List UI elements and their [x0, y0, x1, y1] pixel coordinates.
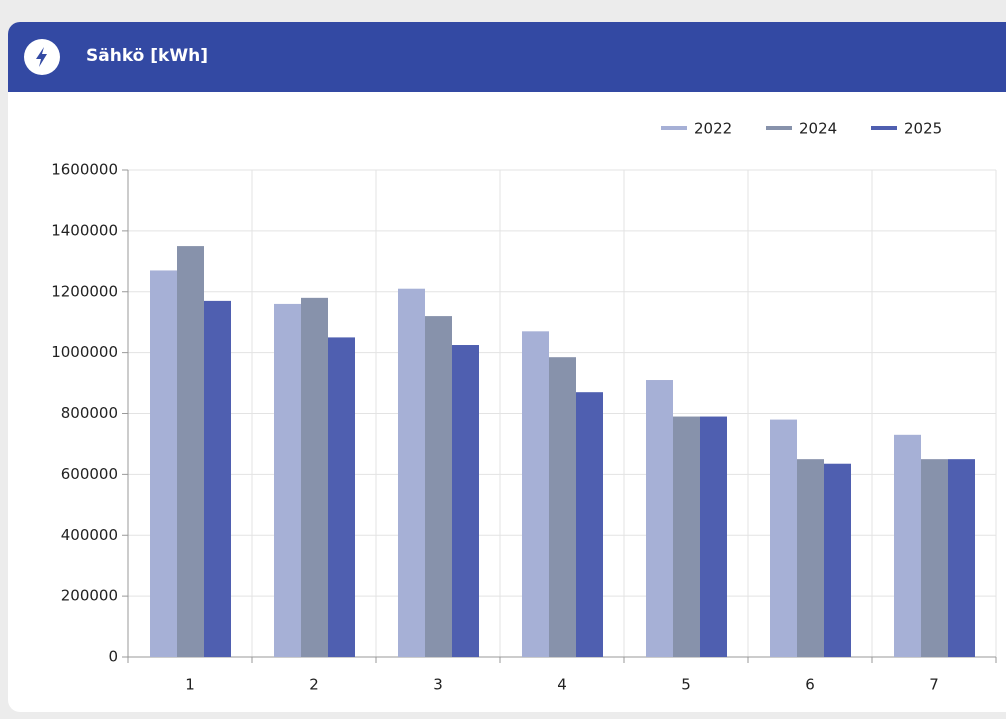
y-tick-label: 0 — [108, 648, 118, 666]
y-tick-label: 600000 — [61, 465, 118, 483]
bar — [452, 345, 479, 657]
legend-label: 2025 — [904, 120, 942, 138]
bar — [824, 463, 851, 657]
bar — [274, 303, 301, 657]
icon-circle — [24, 39, 60, 75]
bar — [398, 288, 425, 657]
bar — [549, 357, 576, 657]
lightning-icon — [36, 47, 47, 67]
y-tick-label: 800000 — [61, 404, 118, 422]
legend-label: 2024 — [799, 120, 837, 138]
bar — [770, 419, 797, 657]
x-tick-label: 1 — [185, 676, 195, 694]
y-tick-label: 1600000 — [51, 161, 118, 179]
x-tick-label: 7 — [929, 676, 939, 694]
bar — [921, 459, 948, 657]
y-tick-label: 1000000 — [51, 343, 118, 361]
x-tick-label: 6 — [805, 676, 815, 694]
x-tick-label: 3 — [433, 676, 443, 694]
bar — [797, 459, 824, 657]
y-tick-label: 200000 — [61, 587, 118, 605]
bar — [646, 380, 673, 657]
y-tick-label: 400000 — [61, 526, 118, 544]
bar — [328, 337, 355, 657]
bar — [301, 297, 328, 657]
card-title: Sähkö [kWh] — [86, 46, 208, 66]
y-tick-label: 1400000 — [51, 221, 118, 239]
card: Sähkö [kWh] 0 200000 400000 600000 800000 100… — [8, 22, 1006, 712]
legend-label: 2022 — [694, 120, 732, 138]
bar — [576, 392, 603, 657]
x-tick-label: 2 — [309, 676, 319, 694]
bar — [177, 246, 204, 657]
bar — [425, 316, 452, 657]
bar — [204, 300, 231, 657]
bar — [700, 416, 727, 657]
bar — [673, 416, 700, 657]
x-tick-label: 4 — [557, 676, 567, 694]
bar — [948, 459, 975, 657]
bar — [894, 434, 921, 657]
x-tick-label: 5 — [681, 676, 691, 694]
chart: 0 200000 400000 600000 800000 1000000 1200000 1… — [51, 120, 997, 694]
y-tick-label: 1200000 — [51, 282, 118, 300]
bar — [150, 270, 177, 657]
card-header: Sähkö [kWh] — [8, 22, 1006, 92]
bar — [522, 331, 549, 657]
